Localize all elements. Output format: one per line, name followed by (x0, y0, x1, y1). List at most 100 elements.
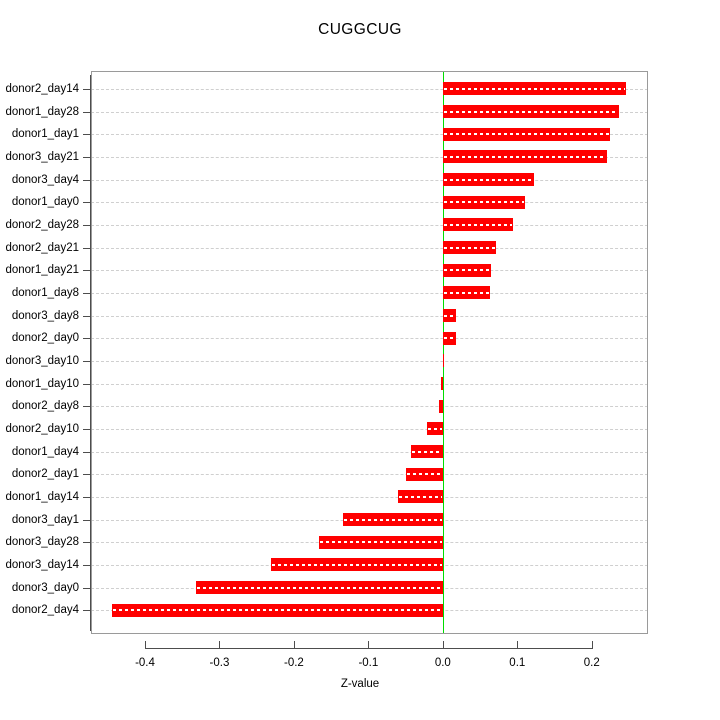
bar-donor2_day8 (439, 399, 443, 413)
y-tick-mark (83, 270, 91, 272)
gridline (91, 224, 648, 226)
y-tick-label-donor2_day4: donor2_day4 (11, 604, 79, 617)
y-tick-mark (83, 292, 91, 294)
gridline (91, 179, 648, 181)
gridline (91, 338, 648, 340)
y-tick-label-donor3_day10: donor3_day10 (5, 354, 79, 367)
y-tick-label-donor1_day1: donor1_day1 (11, 128, 79, 141)
bar-donor3_day28 (319, 535, 443, 549)
bar-donor1_day1 (442, 127, 610, 141)
y-tick-label-donor2_day10: donor2_day10 (5, 422, 79, 435)
y-tick-mark (83, 179, 91, 181)
x-tick-mark (517, 641, 519, 649)
y-tick-label-donor3_day4: donor3_day4 (11, 173, 79, 186)
y-tick-mark (83, 406, 91, 408)
x-tick-label--0.2: -0.2 (283, 657, 304, 669)
bar-donor2_day1 (405, 467, 443, 481)
y-tick-mark (83, 134, 91, 136)
gridline (91, 202, 648, 204)
y-tick-mark (83, 360, 91, 362)
y-tick-label-donor2_day21: donor2_day21 (5, 241, 79, 254)
bar-donor3_day21 (442, 150, 608, 164)
x-tick-label-0.0: 0.0 (434, 657, 451, 669)
y-tick-label-donor3_day0: donor3_day0 (11, 581, 79, 594)
y-tick-mark (83, 202, 91, 204)
y-tick-label-donor2_day0: donor2_day0 (11, 332, 79, 345)
bar-donor2_day4 (112, 603, 443, 617)
y-tick-mark (83, 247, 91, 249)
y-tick-mark (83, 564, 91, 566)
bar-donor1_day28 (442, 105, 620, 119)
y-tick-mark (83, 542, 91, 544)
y-tick-mark (83, 428, 91, 430)
y-tick-label-donor3_day14: donor3_day14 (5, 558, 79, 571)
y-tick-mark (83, 338, 91, 340)
gridline (91, 134, 648, 136)
gridline (91, 474, 648, 476)
gridline (91, 496, 648, 498)
x-tick-mark (219, 641, 221, 649)
y-axis-labels: donor2_day14 donor1_day28 donor1_day1 donor… (0, 71, 79, 634)
bar-donor2_day0 (442, 331, 456, 345)
plot-area (91, 71, 648, 634)
y-tick-mark (83, 111, 91, 113)
y-tick-label-donor1_day21: donor1_day21 (5, 264, 79, 277)
zero-reference-line (442, 71, 445, 634)
gridline (91, 88, 648, 90)
y-tick-mark (83, 610, 91, 612)
bar-donor3_day4 (442, 173, 535, 187)
y-tick-label-donor3_day21: donor3_day21 (5, 150, 79, 163)
y-tick-mark (83, 224, 91, 226)
gridline (91, 360, 648, 362)
y-tick-mark (83, 315, 91, 317)
x-tick-mark (442, 641, 444, 649)
bar-donor2_day10 (427, 422, 443, 436)
y-tick-mark (83, 451, 91, 453)
x-tick-label--0.1: -0.1 (358, 657, 379, 669)
gridline (91, 383, 648, 385)
bar-donor3_day8 (442, 309, 457, 323)
y-tick-mark (83, 587, 91, 589)
bar-donor3_day14 (270, 558, 443, 572)
y-tick-label-donor1_day10: donor1_day10 (5, 377, 79, 390)
x-tick-mark (368, 641, 370, 649)
y-tick-label-donor1_day0: donor1_day0 (11, 196, 79, 209)
y-tick-label-donor3_day8: donor3_day8 (11, 309, 79, 322)
x-tick-label--0.3: -0.3 (209, 657, 230, 669)
x-tick-label-0.2: 0.2 (583, 657, 600, 669)
y-tick-label-donor2_day28: donor2_day28 (5, 218, 79, 231)
bar-donor3_day1 (343, 513, 443, 527)
gridline (91, 270, 648, 272)
gridline (91, 111, 648, 113)
gridline (91, 292, 648, 294)
y-tick-label-donor3_day1: donor3_day1 (11, 513, 79, 526)
gridline (91, 451, 648, 453)
y-tick-label-donor1_day14: donor1_day14 (5, 490, 79, 503)
x-tick-mark (293, 641, 295, 649)
bar-donor1_day0 (442, 195, 525, 209)
y-tick-mark (83, 156, 91, 158)
y-tick-label-donor1_day4: donor1_day4 (11, 445, 79, 458)
x-axis-title: Z-value (340, 678, 380, 690)
y-tick-label-donor2_day8: donor2_day8 (11, 400, 79, 413)
bar-donor1_day21 (442, 263, 491, 277)
gridline (91, 406, 648, 408)
x-tick-mark (591, 641, 593, 649)
bar-donor1_day4 (410, 445, 443, 459)
bar-donor2_day14 (442, 82, 627, 96)
gridline (91, 428, 648, 430)
bar-donor1_day10 (440, 377, 443, 391)
bar-donor2_day28 (442, 218, 513, 232)
y-tick-label-donor1_day28: donor1_day28 (5, 105, 79, 118)
y-tick-label-donor1_day8: donor1_day8 (11, 286, 79, 299)
gridline (91, 156, 648, 158)
y-tick-mark (83, 88, 91, 90)
y-axis-line (90, 75, 91, 631)
gridline (91, 247, 648, 249)
bar-donor1_day8 (442, 286, 490, 300)
x-tick-label--0.4: -0.4 (135, 657, 155, 669)
x-tick-mark (144, 641, 146, 649)
bar-donor1_day14 (398, 490, 443, 504)
y-tick-mark (83, 519, 91, 521)
